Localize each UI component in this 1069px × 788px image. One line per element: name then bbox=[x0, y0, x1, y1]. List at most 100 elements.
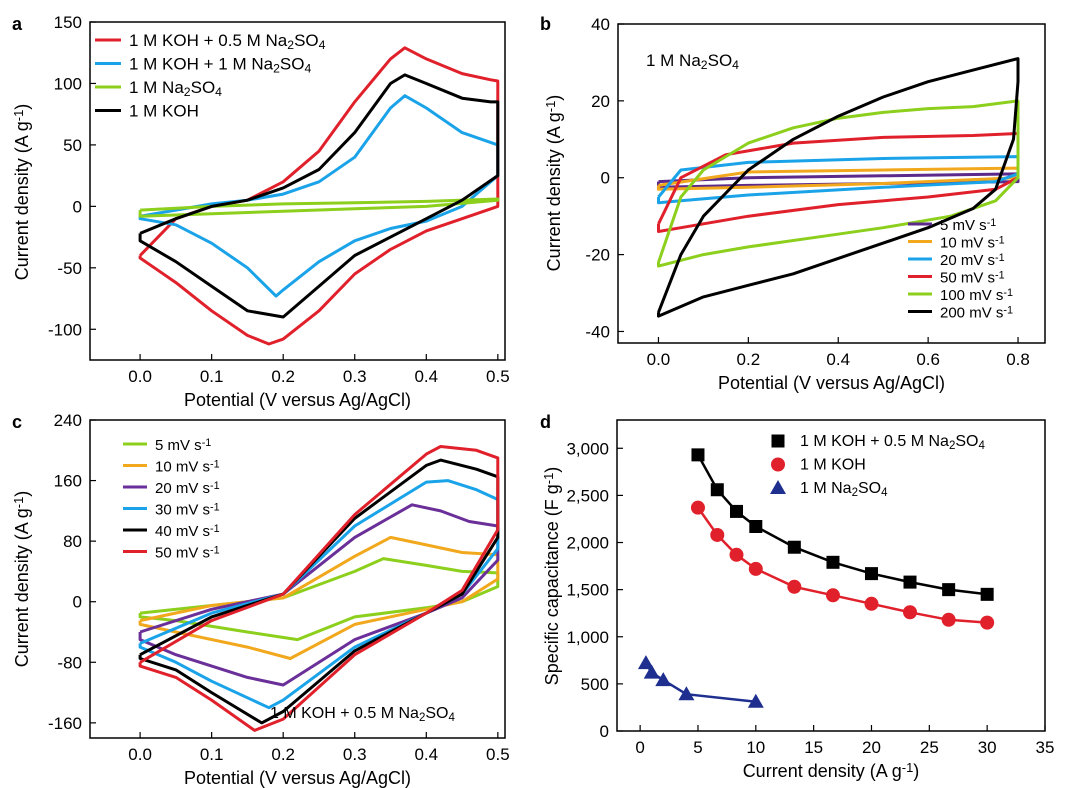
panel-letter: b bbox=[540, 14, 551, 34]
y-tick-label: 50 bbox=[63, 136, 82, 155]
x-tick-label: 0.3 bbox=[343, 367, 367, 386]
x-tick-label: 0.8 bbox=[1006, 350, 1030, 369]
legend-label: 200 mV s-1 bbox=[940, 304, 1013, 321]
x-tick-label: 0.1 bbox=[200, 367, 224, 386]
data-point-square bbox=[710, 483, 724, 497]
legend: 1 M KOH + 0.5 M Na2SO4 1 M KOH 1 M Na2SO4 bbox=[770, 433, 985, 499]
y-tick-label: 150 bbox=[54, 13, 82, 32]
legend-label: 1 M KOH + 0.5 M Na2SO4 bbox=[129, 31, 326, 52]
data-point-square bbox=[729, 504, 743, 518]
data-point-circle bbox=[729, 547, 744, 562]
x-tick-label: 20 bbox=[862, 738, 881, 757]
data-point-square bbox=[787, 540, 801, 554]
y-axis-label: Current density (A g-1) bbox=[11, 104, 32, 281]
legend-label: 50 mV s-1 bbox=[940, 269, 1005, 286]
x-tick-label: 0.2 bbox=[737, 350, 761, 369]
x-tick-label: 0.5 bbox=[486, 745, 510, 764]
x-tick-label: 0.0 bbox=[647, 350, 671, 369]
data-point-circle bbox=[980, 615, 995, 630]
legend-label: 10 mV s-1 bbox=[940, 234, 1005, 251]
legend-label: 1 M Na2SO4 bbox=[129, 78, 222, 99]
y-tick-label: 1,000 bbox=[566, 628, 609, 647]
x-tick-label: 0.3 bbox=[343, 745, 367, 764]
y-tick-label: -80 bbox=[57, 653, 82, 672]
x-tick-label: 30 bbox=[978, 738, 997, 757]
series-line bbox=[138, 503, 500, 687]
panel-a: a 0.0 0.1 0.2 0.3 0.4 0.5 -100 -50 0 50 100 150 Poten… bbox=[11, 13, 510, 410]
y-tick-label: 20 bbox=[591, 92, 610, 111]
data-point-circle bbox=[748, 561, 763, 576]
data-point-square bbox=[771, 434, 785, 448]
data-point-triangle bbox=[678, 686, 695, 701]
plot-frame bbox=[617, 23, 1046, 344]
x-axis-label: Potential (V versus Ag/AgCl) bbox=[184, 390, 411, 410]
legend-label: 1 M Na2SO4 bbox=[800, 480, 888, 499]
x-tick-label: 0.0 bbox=[128, 745, 152, 764]
x-tick-label: 0.1 bbox=[200, 745, 224, 764]
legend-label: 1 M KOH + 1 M Na2SO4 bbox=[129, 55, 311, 76]
y-axis-label: Specific capacitance (F g-1) bbox=[541, 467, 562, 686]
x-tick-label: 0 bbox=[635, 738, 644, 757]
y-tick-label: 240 bbox=[54, 411, 82, 430]
data-point-triangle bbox=[655, 672, 672, 687]
y-tick-label: 0 bbox=[73, 593, 82, 612]
y-tick-label: 0 bbox=[73, 197, 82, 216]
data-point-circle bbox=[825, 588, 840, 603]
y-tick-label: -100 bbox=[48, 320, 82, 339]
panel-letter: c bbox=[12, 412, 22, 432]
data-point-square bbox=[942, 583, 956, 597]
legend-label: 5 mV s-1 bbox=[155, 437, 211, 454]
panel-annotation: 1 M KOH + 0.5 M Na2SO4 bbox=[270, 705, 455, 724]
series-line bbox=[138, 557, 500, 642]
series-line bbox=[138, 94, 500, 298]
data-point-triangle bbox=[770, 480, 786, 494]
x-tick-label: 0.0 bbox=[128, 367, 152, 386]
y-tick-label: 1,500 bbox=[566, 581, 609, 600]
legend-label: 20 mV s-1 bbox=[940, 252, 1005, 269]
x-tick-label: 25 bbox=[920, 738, 939, 757]
legend-label: 50 mV s-1 bbox=[155, 544, 220, 561]
y-tick-label: -20 bbox=[585, 246, 610, 265]
panel-c: c 0.0 0.1 0.2 0.3 0.4 0.5 -160 -80 0 80 160 240 Poten… bbox=[11, 411, 510, 788]
y-tick-label: 40 bbox=[591, 15, 610, 34]
data-point-circle bbox=[941, 612, 956, 627]
series-line bbox=[138, 445, 500, 732]
series-line bbox=[138, 479, 500, 710]
y-tick-label: 0 bbox=[601, 169, 610, 188]
plot-area bbox=[138, 445, 500, 732]
y-tick-label: 2,000 bbox=[566, 534, 609, 553]
y-tick-label: 2,500 bbox=[566, 486, 609, 505]
panel-letter: a bbox=[12, 14, 23, 34]
series-line bbox=[138, 46, 500, 346]
x-tick-label: 0.6 bbox=[916, 350, 940, 369]
data-point-square bbox=[980, 587, 994, 601]
data-point-square bbox=[864, 567, 878, 581]
x-tick-label: 15 bbox=[804, 738, 823, 757]
y-axis-label: Current density (A g-1) bbox=[543, 95, 564, 272]
legend-label: 5 mV s-1 bbox=[940, 217, 996, 234]
x-tick-label: 0.4 bbox=[414, 367, 438, 386]
x-tick-label: 0.5 bbox=[486, 367, 510, 386]
series-line bbox=[696, 454, 988, 596]
plot-area bbox=[637, 448, 995, 708]
y-tick-label: -50 bbox=[57, 259, 82, 278]
series-line bbox=[696, 506, 988, 624]
y-tick-label: 160 bbox=[54, 472, 82, 491]
y-tick-label: -40 bbox=[585, 322, 610, 341]
legend-label: 10 mV s-1 bbox=[155, 458, 220, 475]
data-point-square bbox=[691, 448, 705, 462]
legend-label: 30 mV s-1 bbox=[155, 501, 220, 518]
y-axis-label: Current density (A g-1) bbox=[11, 491, 32, 668]
legend: 5 mV s-1 10 mV s-1 20 mV s-1 30 mV s-1 40 mV… bbox=[123, 437, 220, 562]
legend-label: 100 mV s-1 bbox=[940, 287, 1013, 304]
panel-annotation: 1 M Na2SO4 bbox=[646, 51, 739, 72]
data-point-circle bbox=[710, 527, 725, 542]
series-line bbox=[657, 57, 1020, 318]
x-tick-label: 0.2 bbox=[271, 745, 295, 764]
panel-b: b 0.0 0.2 0.4 0.6 0.8 -40 -20 0 20 40 Potential (V … bbox=[540, 14, 1046, 393]
series-line bbox=[138, 535, 500, 660]
x-tick-label: 0.4 bbox=[826, 350, 850, 369]
series-line bbox=[138, 458, 500, 725]
legend-label: 1 M KOH + 0.5 M Na2SO4 bbox=[800, 433, 985, 452]
